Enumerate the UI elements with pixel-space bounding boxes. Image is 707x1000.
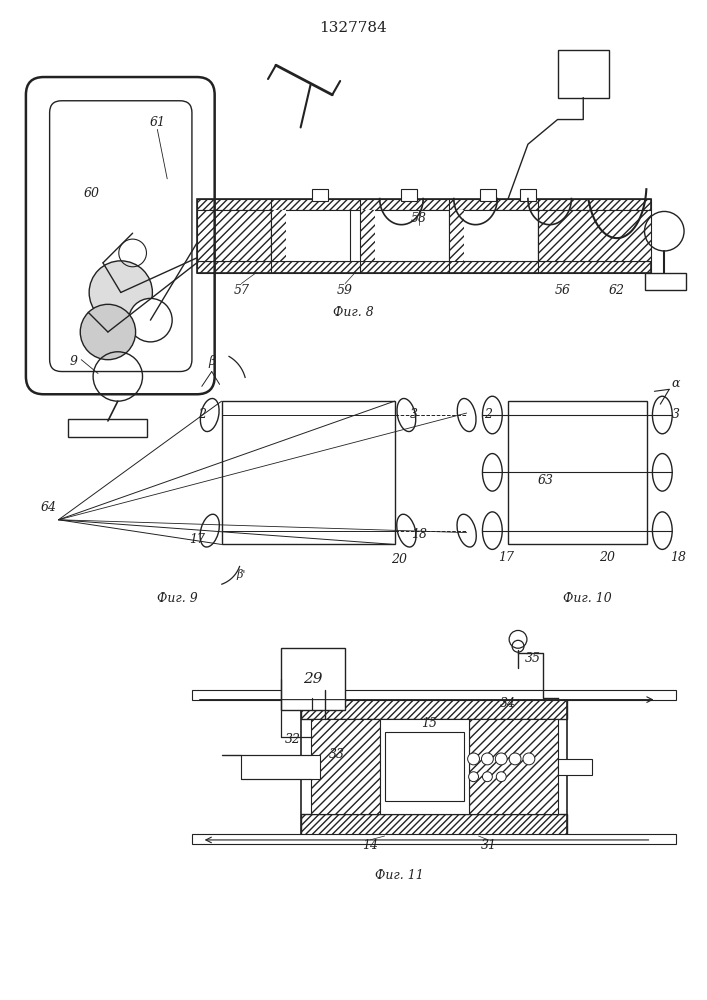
Bar <box>459 210 538 261</box>
Bar <box>538 210 651 261</box>
Text: Фиг. 11: Фиг. 11 <box>375 869 423 882</box>
Text: β': β' <box>237 569 246 580</box>
Text: 18: 18 <box>670 551 686 564</box>
Text: 61: 61 <box>149 116 165 129</box>
Text: 3: 3 <box>672 408 680 421</box>
Bar <box>469 719 558 814</box>
Bar <box>192 690 676 700</box>
Text: 17: 17 <box>498 551 514 564</box>
Bar <box>558 50 609 98</box>
Text: 56: 56 <box>554 284 571 297</box>
Circle shape <box>81 304 136 360</box>
Bar <box>197 261 651 273</box>
Text: 58: 58 <box>411 212 427 225</box>
Bar <box>281 648 345 710</box>
Bar <box>508 401 646 544</box>
Bar <box>271 210 286 261</box>
Circle shape <box>481 753 493 765</box>
Circle shape <box>89 261 153 324</box>
Bar <box>300 698 568 719</box>
Bar <box>241 755 320 779</box>
Text: 32: 32 <box>285 733 300 746</box>
Text: 34: 34 <box>500 697 516 710</box>
Bar <box>300 814 568 836</box>
Circle shape <box>496 753 507 765</box>
Text: 33: 33 <box>329 748 345 761</box>
Bar <box>197 199 651 273</box>
Bar <box>192 834 676 844</box>
Bar <box>69 419 148 437</box>
Text: α: α <box>672 377 680 390</box>
Text: 35: 35 <box>525 652 541 665</box>
Text: 20: 20 <box>392 553 407 566</box>
Circle shape <box>467 753 479 765</box>
Bar <box>310 719 380 814</box>
Bar <box>360 210 375 261</box>
Text: Фиг. 8: Фиг. 8 <box>332 306 373 319</box>
Bar <box>558 759 592 775</box>
Text: β: β <box>208 355 216 368</box>
Bar <box>300 698 568 836</box>
Bar <box>481 189 496 201</box>
Bar <box>385 732 464 801</box>
Bar <box>645 273 686 290</box>
Bar <box>402 189 417 201</box>
Text: 1327784: 1327784 <box>319 21 387 35</box>
Text: 60: 60 <box>83 187 99 200</box>
Bar <box>380 719 469 814</box>
Text: 18: 18 <box>411 528 427 541</box>
Bar <box>449 210 464 261</box>
Bar <box>197 210 271 261</box>
Text: 2: 2 <box>198 408 206 421</box>
Bar <box>271 210 350 261</box>
Text: 17: 17 <box>189 533 205 546</box>
Circle shape <box>129 298 173 342</box>
Circle shape <box>509 753 521 765</box>
Bar <box>312 189 328 201</box>
Bar <box>538 210 553 261</box>
Text: 31: 31 <box>480 839 496 852</box>
Text: 64: 64 <box>40 501 57 514</box>
Text: 14: 14 <box>362 839 378 852</box>
Text: 63: 63 <box>538 474 554 487</box>
Text: 59: 59 <box>337 284 353 297</box>
Bar <box>221 401 395 544</box>
Text: 9: 9 <box>69 355 77 368</box>
Circle shape <box>496 772 506 782</box>
Text: 15: 15 <box>421 717 437 730</box>
Text: 57: 57 <box>233 284 250 297</box>
Text: 29: 29 <box>303 672 322 686</box>
Circle shape <box>523 753 534 765</box>
Bar <box>197 199 651 210</box>
Text: Фиг. 9: Фиг. 9 <box>157 592 197 605</box>
Text: 2: 2 <box>484 408 492 421</box>
Text: 62: 62 <box>609 284 625 297</box>
Text: 3: 3 <box>410 408 419 421</box>
Bar <box>370 210 449 261</box>
Text: Фиг. 10: Фиг. 10 <box>563 592 612 605</box>
Circle shape <box>482 772 492 782</box>
Bar <box>520 189 536 201</box>
Text: 20: 20 <box>599 551 615 564</box>
Circle shape <box>469 772 479 782</box>
